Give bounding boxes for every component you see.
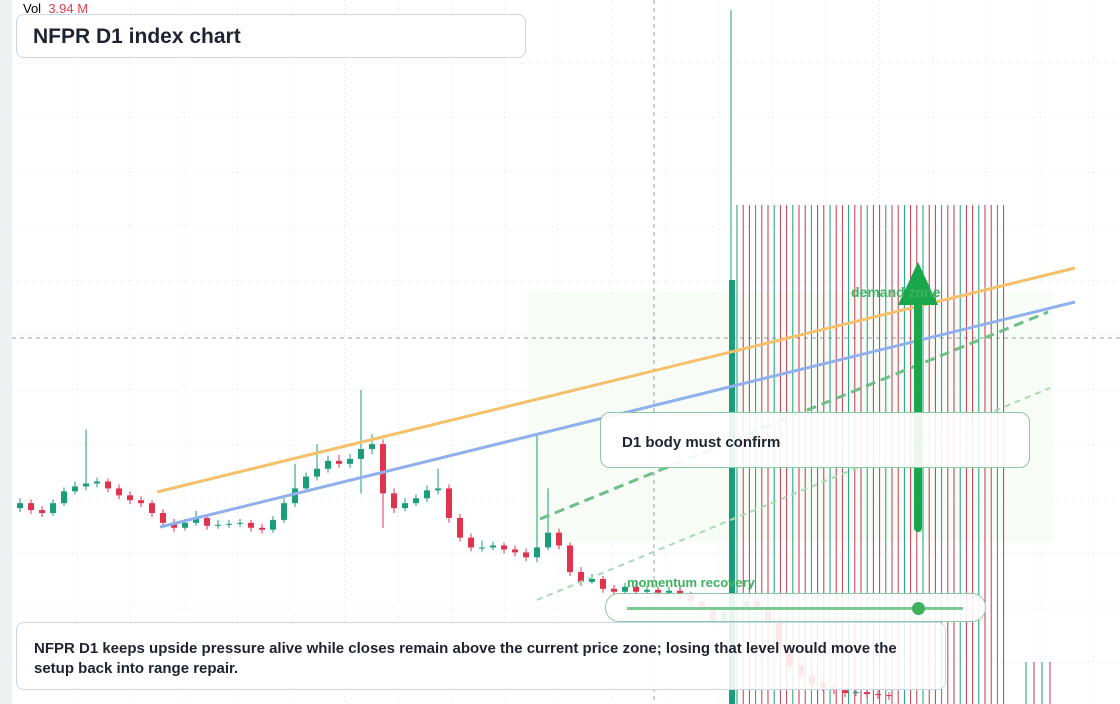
candle-body [842,690,848,694]
candle-body [413,498,419,504]
demand-zone-label: demand zone [851,284,941,300]
candle-body [589,578,595,582]
vol-label: Vol [23,1,42,16]
candle-body [633,586,639,592]
candle-body [666,590,672,593]
candle-body [226,523,232,525]
candle-body [303,476,309,489]
candle-body [270,519,276,530]
candle-body [259,527,265,530]
candle-body [171,522,177,528]
confirm-label: D1 body must confirm [622,434,781,451]
candle-body [347,458,353,464]
candle-body [160,513,166,523]
candle-body [336,460,342,464]
title: NFPR D1 index chart [33,25,241,48]
candle-body [39,510,45,514]
candle-body [314,468,320,477]
candle-body [391,493,397,509]
momentum-slider [605,593,986,622]
candle-body [864,692,870,695]
candle-body [193,517,199,523]
title-box: NFPR D1 index chart [16,14,526,58]
candle-body [182,522,188,528]
candle-body [127,495,133,501]
candle-body [281,503,287,520]
candle-body [358,449,364,459]
candle-body [435,488,441,491]
candle-body [501,545,507,550]
candle-body [237,522,243,524]
candle-body [17,503,23,509]
candle-body [83,483,89,487]
candle-body [380,444,386,494]
candle-body [853,692,859,694]
left-strip [0,0,12,704]
candle-body [655,589,661,593]
arrow-head [898,262,938,305]
slider-knob [912,602,925,615]
candle-body [61,491,67,504]
candle-body [512,549,518,553]
candle-body [292,488,298,504]
candle-body [490,545,496,548]
candle-body [622,586,628,592]
candle-body [94,481,100,484]
note-box: NFPR D1 keeps upside pressure alive whil… [16,622,946,690]
vol-value: 3.94 M [48,1,89,16]
candle-body [325,460,331,469]
momentum-label: momentum recovery [627,575,755,590]
candle-body [248,522,254,528]
candle-body [468,537,474,548]
confirm-box: D1 body must confirm [600,412,1030,468]
candle-body [446,488,452,518]
candle-body [72,486,78,492]
candle-body [50,503,56,514]
candle-body [886,695,892,697]
vol-legend: Vol 3.94 M [23,1,88,16]
candle-body [138,500,144,504]
note: NFPR D1 keeps upside pressure alive whil… [34,640,897,677]
slider-track [627,607,963,610]
candle-body [204,517,210,526]
candle-body [567,545,573,573]
candle-body [611,588,617,592]
candle-body [28,503,34,511]
candle-body [116,488,122,496]
candle-body [479,547,485,549]
candle-body [369,444,375,450]
candle-body [402,503,408,509]
candle-body [105,481,111,489]
candle-body [556,532,562,546]
candle-body [215,524,221,526]
candle-body [875,694,881,696]
candle-body [545,532,551,548]
candle-body [578,572,584,582]
candle-body [534,547,540,558]
candle-body [149,503,155,514]
candle-body [523,552,529,558]
candle-body [457,517,463,538]
candle-body [600,578,606,589]
candle-body [424,490,430,499]
candle-body [677,590,683,595]
candle-body [644,589,650,592]
volume-block [729,280,735,704]
